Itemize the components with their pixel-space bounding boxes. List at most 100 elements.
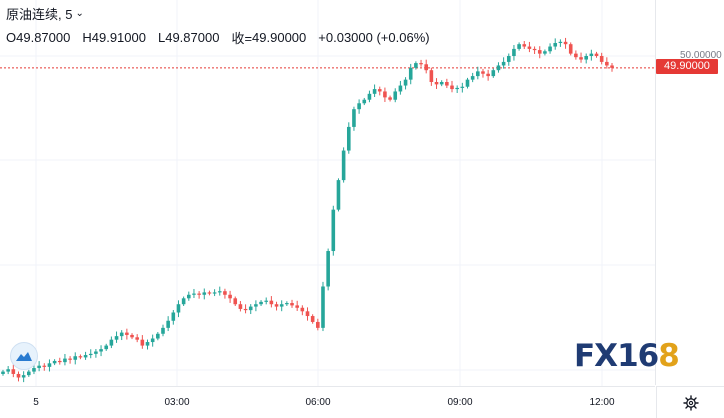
candle-body xyxy=(63,358,67,363)
ohlc-values: O 49.87000 H 49.91000 L 49.87000 收= 49.9… xyxy=(6,28,430,46)
candle-body xyxy=(491,70,496,77)
candle-body xyxy=(527,46,532,49)
candle-body xyxy=(150,338,155,343)
candle-body xyxy=(574,53,578,58)
candle-body xyxy=(512,48,516,56)
candle-body xyxy=(481,71,485,74)
gear-icon xyxy=(683,394,699,411)
candle-body xyxy=(439,82,444,85)
time-tick-label: 12:00 xyxy=(589,397,615,408)
high-value: 49.91000 xyxy=(91,29,146,45)
candle-body xyxy=(357,103,361,110)
time-axis[interactable] xyxy=(0,386,655,418)
watermark-accent: 8 xyxy=(658,338,680,374)
candle-body xyxy=(27,371,31,376)
candle-body xyxy=(57,360,62,363)
candle-body xyxy=(114,336,119,340)
candle-body xyxy=(316,321,320,328)
price-tick-label: 50.00000 xyxy=(680,50,722,61)
open-label: O xyxy=(6,29,17,45)
candle-body xyxy=(532,48,537,51)
time-tick-label: 06:00 xyxy=(305,397,331,408)
candle-body xyxy=(254,304,258,307)
candle-body xyxy=(37,365,41,369)
candle-body xyxy=(228,294,232,299)
symbol-title-row[interactable]: 原油连续, 5 ⌄ xyxy=(6,4,430,22)
candle-body xyxy=(238,304,243,309)
candle-body xyxy=(217,291,222,293)
candle-body xyxy=(140,339,145,346)
candle-body xyxy=(202,292,207,295)
change-value: +0.03000 (+0.06%) xyxy=(318,29,430,45)
close-label: 收= xyxy=(231,30,253,46)
symbol-title[interactable]: 原油连续, 5 xyxy=(6,6,73,22)
open-value: 49.87000 xyxy=(16,29,71,45)
candle-body xyxy=(197,293,201,295)
candle-body xyxy=(548,46,552,52)
candle-body xyxy=(465,79,470,87)
candle-body xyxy=(414,63,418,68)
candle-body xyxy=(212,292,217,294)
candle-body xyxy=(156,333,160,339)
chevron-down-icon[interactable]: ⌄ xyxy=(75,7,84,19)
candle-body xyxy=(352,109,356,127)
candle-body xyxy=(130,334,134,338)
candle-body xyxy=(1,371,5,374)
candle-body xyxy=(233,298,238,305)
candle-body xyxy=(543,51,547,54)
candle-body xyxy=(135,337,139,340)
cloud-icon xyxy=(16,352,32,361)
candle-body xyxy=(455,87,459,90)
fx168-watermark: FX168 xyxy=(574,338,680,374)
candle-body xyxy=(68,358,72,360)
candle-body xyxy=(470,76,475,80)
candle-body xyxy=(594,53,599,56)
candle-body xyxy=(558,41,563,43)
candle-body xyxy=(186,294,191,299)
candle-body xyxy=(99,349,103,352)
candle-body xyxy=(403,79,408,86)
candle-body xyxy=(47,363,52,367)
candle-body xyxy=(83,355,88,358)
candle-body xyxy=(393,91,398,100)
time-tick-label: 03:00 xyxy=(164,397,190,408)
candle-body xyxy=(171,312,176,321)
candle-body xyxy=(6,369,10,372)
candle-body xyxy=(336,180,341,210)
settings-button[interactable] xyxy=(656,386,724,418)
candle-body xyxy=(434,82,439,85)
candle-body xyxy=(599,56,604,62)
candle-body xyxy=(605,61,609,66)
candle-body xyxy=(109,339,114,346)
chart-logo-button[interactable] xyxy=(10,342,38,370)
candle-body xyxy=(388,97,392,100)
candle-body xyxy=(568,44,573,54)
low-label: L xyxy=(157,29,166,45)
chart-legend: 原油连续, 5 ⌄ O 49.87000 H 49.91000 L 49.870… xyxy=(6,4,430,46)
candle-body xyxy=(104,345,109,350)
candle-body xyxy=(445,82,449,86)
candle-body xyxy=(563,41,568,45)
candle-body xyxy=(269,300,274,305)
candle-body xyxy=(42,365,47,367)
candle-body xyxy=(176,304,181,313)
candle-body xyxy=(460,86,465,88)
high-label: H xyxy=(82,29,92,45)
candle-body xyxy=(372,89,377,94)
candle-body xyxy=(88,353,93,356)
candle-body xyxy=(553,42,558,47)
candle-body xyxy=(161,327,165,334)
candle-body xyxy=(610,65,614,68)
candle-body xyxy=(73,356,78,360)
candle-body xyxy=(584,56,588,60)
candle-body xyxy=(295,305,299,308)
candle-body xyxy=(125,332,129,335)
candle-body xyxy=(305,311,310,317)
candle-body xyxy=(223,291,227,295)
candle-body xyxy=(367,93,372,100)
candle-body xyxy=(579,57,583,60)
candle-body xyxy=(119,332,124,337)
candle-body xyxy=(181,298,186,305)
